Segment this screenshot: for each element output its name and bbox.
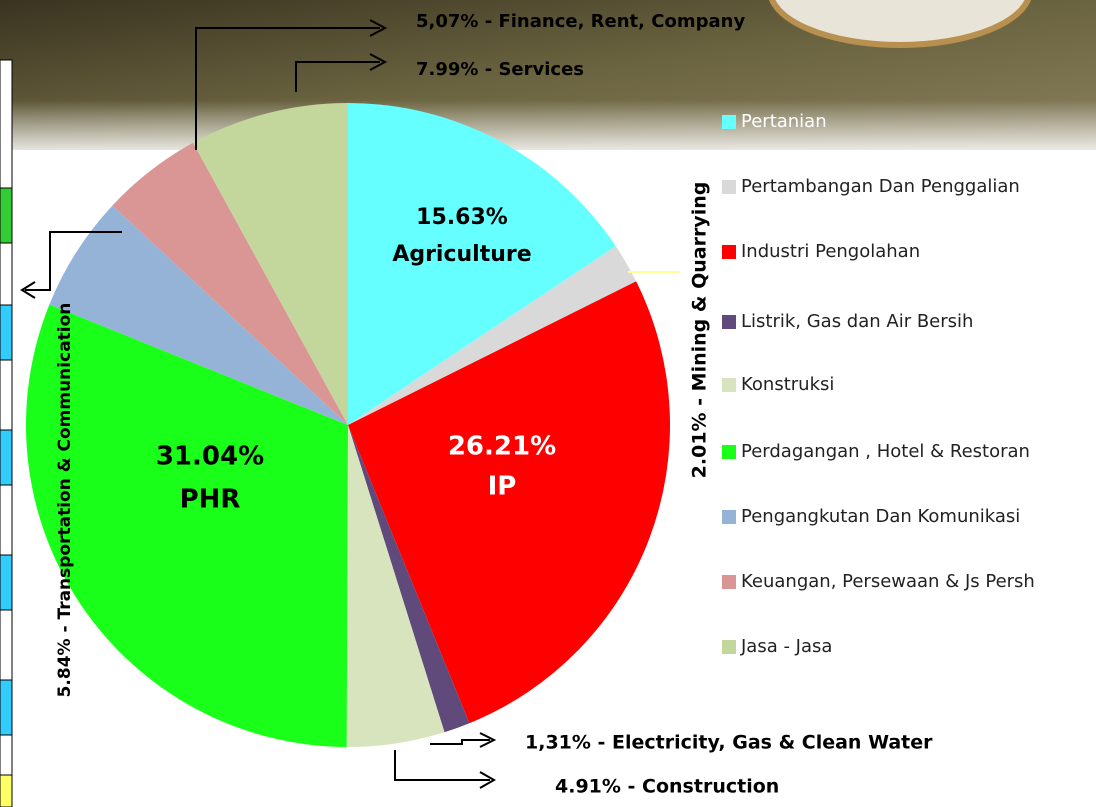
pie-slice	[348, 103, 616, 425]
data-label: 5.84% - Transportation & Communication	[55, 303, 75, 698]
legend-item: Pertanian	[722, 110, 1082, 134]
legend-swatch	[722, 245, 736, 259]
legend-swatch	[722, 640, 736, 654]
leader-lines	[20, 19, 497, 789]
legend-swatch	[722, 180, 736, 194]
legend-label: Pertanian	[741, 111, 827, 132]
legend-label: Industri Pengolahan	[741, 241, 921, 262]
pie-slice	[348, 281, 670, 724]
legend-swatch	[722, 575, 736, 589]
data-label: 5,07% - Finance, Rent, Company	[416, 11, 745, 32]
legend-item: Perdagangan , Hotel & Restoran	[722, 440, 1082, 464]
pie-slice	[49, 205, 349, 425]
legend-item: Konstruksi	[722, 373, 1082, 397]
legend-swatch	[722, 378, 736, 392]
pie-slice	[346, 425, 445, 748]
pie-slice	[26, 304, 349, 747]
data-label: 2.01% - Mining & Quarrying	[689, 182, 711, 479]
legend-swatch	[722, 315, 736, 329]
legend-label: Jasa - Jasa	[741, 636, 833, 657]
slice-name: Agriculture	[392, 242, 531, 267]
legend-swatch	[722, 445, 736, 459]
data-label: 1,31% - Electricity, Gas & Clean Water	[525, 732, 933, 754]
legend-item: Jasa - Jasa	[722, 635, 1082, 659]
legend-label: Perdagangan , Hotel & Restoran	[741, 441, 1030, 462]
pie-slice	[193, 103, 348, 425]
legend-label: Pengangkutan Dan Komunikasi	[741, 506, 1021, 527]
data-label: 31.04%	[156, 442, 264, 472]
data-label: 15.63%	[416, 205, 508, 230]
data-label: 7.99% - Services	[416, 59, 584, 80]
clock	[768, 0, 1032, 48]
legend-item: Keuangan, Persewaan & Js Persh	[722, 570, 1082, 594]
legend-item: Pengangkutan Dan Komunikasi	[722, 505, 1082, 529]
slice-name: PHR	[180, 485, 241, 515]
data-label: 26.21%	[448, 432, 556, 462]
pie-slice	[348, 246, 637, 425]
legend-label: Listrik, Gas dan Air Bersih	[741, 311, 974, 332]
legend-label: Pertambangan Dan Penggalian	[741, 176, 1020, 197]
left-strip	[0, 59, 13, 807]
legend-item: Listrik, Gas dan Air Bersih	[722, 310, 1082, 334]
data-label: 4.91% - Construction	[555, 776, 779, 798]
pie-slice	[112, 142, 348, 425]
legend-swatch	[722, 510, 736, 524]
slice-name: IP	[488, 472, 517, 502]
legend-label: Konstruksi	[741, 374, 835, 395]
pie-slice	[348, 425, 470, 733]
legend-label: Keuangan, Persewaan & Js Persh	[741, 571, 1035, 592]
legend-item: Pertambangan Dan Penggalian	[722, 175, 1082, 199]
legend-item: Industri Pengolahan	[722, 240, 1082, 264]
legend-swatch	[722, 115, 736, 129]
